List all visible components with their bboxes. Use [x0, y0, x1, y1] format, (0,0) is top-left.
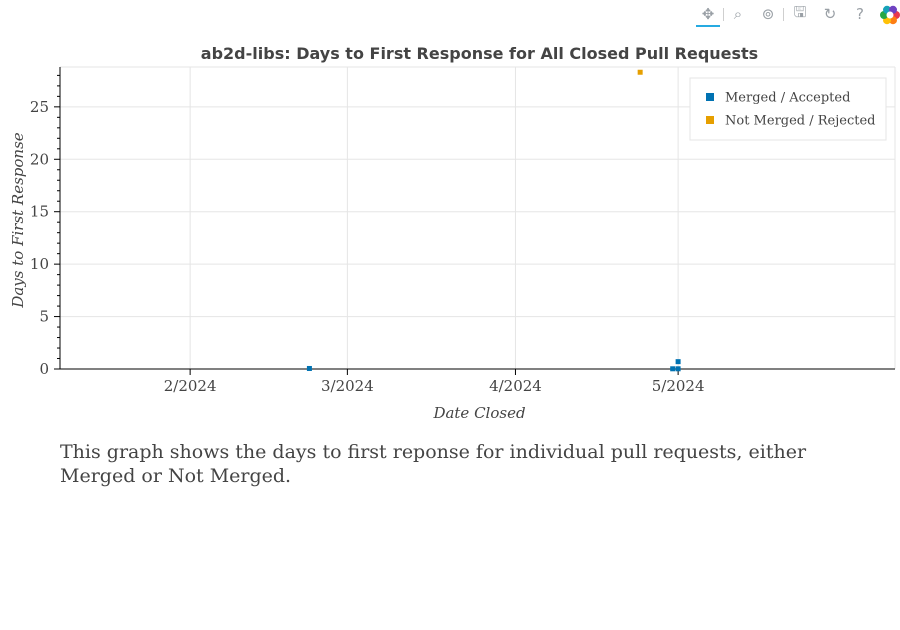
toolbar-separator — [783, 8, 784, 21]
x-tick-label: 2/2024 — [164, 377, 217, 395]
y-tick-label: 0 — [39, 360, 49, 378]
pan-tool-icon[interactable]: ✥ — [696, 3, 720, 27]
y-tick-label: 10 — [30, 255, 49, 273]
x-tick-label: 5/2024 — [652, 377, 705, 395]
y-tick-label: 5 — [39, 308, 49, 326]
help-tool-icon[interactable]: ? — [856, 5, 864, 23]
y-axis-label: Days to First Response — [9, 132, 27, 308]
data-point-not-merged — [637, 69, 643, 75]
bokeh-logo-icon[interactable] — [879, 4, 900, 26]
data-point-merged — [675, 366, 681, 372]
data-point-merged — [306, 365, 312, 371]
legend-box — [689, 77, 887, 141]
data-point-merged — [670, 366, 676, 372]
chart-title: ab2d-libs: Days to First Response for Al… — [201, 44, 758, 63]
x-tick-label: 3/2024 — [321, 377, 374, 395]
legend-label: Not Merged / Rejected — [725, 114, 875, 129]
legend-swatch — [706, 93, 714, 101]
y-tick-label: 15 — [30, 203, 49, 221]
scatter-chart: ab2d-libs: Days to First Response for Al… — [9, 44, 896, 422]
chart-caption: This graph shows the days to first repon… — [60, 441, 807, 487]
box-zoom-tool-icon[interactable]: ⌕ — [733, 5, 743, 23]
legend-swatch — [706, 116, 714, 124]
x-tick-label: 4/2024 — [489, 377, 542, 395]
data-point-merged — [675, 359, 681, 365]
toolbar-separator — [723, 8, 724, 21]
wheel-zoom-tool-icon[interactable]: ⊚ — [761, 5, 775, 23]
save-tool-icon[interactable]: 🖫 — [793, 2, 807, 21]
legend-label: Merged / Accepted — [725, 91, 850, 106]
chart-toolbar: ✥ ⌕ ⊚ 🖫 ↻? — [680, 0, 900, 30]
y-tick-label: 20 — [30, 150, 49, 168]
y-tick-label: 25 — [30, 98, 49, 116]
x-axis-label: Date Closed — [432, 404, 525, 422]
reset-tool-icon[interactable]: ↻ — [823, 5, 837, 23]
